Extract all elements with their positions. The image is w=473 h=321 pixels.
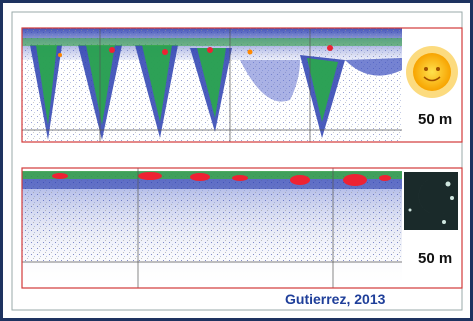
night-echogram — [22, 168, 462, 288]
citation: Gutierrez, 2013 — [285, 291, 386, 307]
depth-label: 50 m — [418, 250, 452, 267]
day-echogram — [22, 28, 462, 142]
depth-label: 50 m — [418, 111, 452, 128]
moon-icon — [404, 172, 458, 230]
figure: 50 m 50 m Gutierrez, 2013 — [0, 0, 473, 321]
sun-icon — [406, 46, 458, 98]
